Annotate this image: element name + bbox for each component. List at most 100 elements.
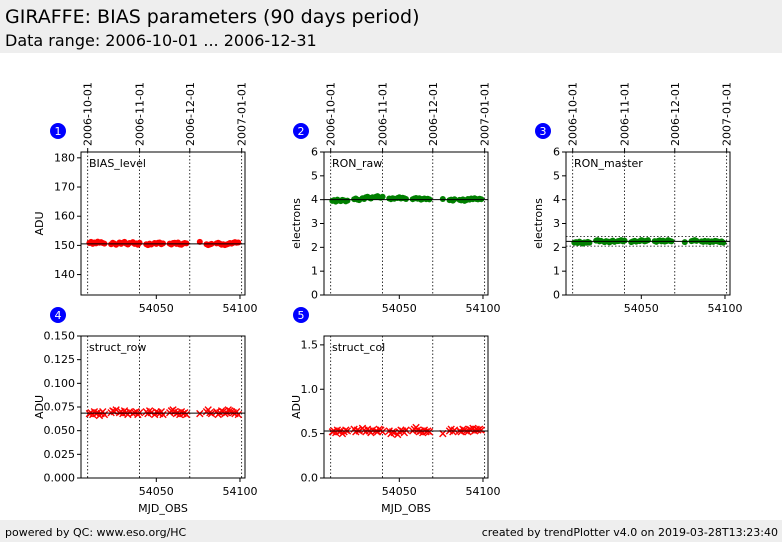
panel-1-point xyxy=(183,240,190,247)
panel-5-xlabel: MJD_OBS xyxy=(381,502,431,515)
panel-3-point xyxy=(645,237,651,244)
panel-1-ytick-label: 160 xyxy=(54,210,75,223)
panel-1-frame xyxy=(80,151,246,296)
report-title: GIRAFFE: BIAS parameters (90 days period… xyxy=(5,6,420,28)
panel-2-ytick-label: 6 xyxy=(311,146,318,159)
panel-4-ylabel: ADU xyxy=(33,395,46,419)
panel-5-point xyxy=(402,426,410,434)
panel-2-ylabel: electrons xyxy=(290,198,303,249)
panel-5-xtick-label: 54100 xyxy=(465,485,500,498)
data-range: Data range: 2006-10-01 ... 2006-12-31 xyxy=(5,31,317,50)
panel-4-ytick-label: 0.125 xyxy=(44,353,76,366)
panel-3-date-label: 2006-10-01 xyxy=(567,82,580,146)
panel-3-ytick-label: 1 xyxy=(553,265,560,278)
panel-4-ytick-label: 0.025 xyxy=(44,448,76,461)
panel-3-point xyxy=(621,237,628,244)
panel-2-xtick-label: 54050 xyxy=(382,302,417,315)
panel-2-ytick-label: 5 xyxy=(311,169,318,182)
panel-3-point xyxy=(720,239,727,246)
panel-3-date-label: 2006-11-01 xyxy=(619,82,632,146)
panel-1-ytick-label: 150 xyxy=(54,239,75,252)
panel-5-xtick-label: 54050 xyxy=(382,485,417,498)
panel-5-ytick-label: 1.5 xyxy=(301,338,319,351)
panel-5-ytick-label: 0.0 xyxy=(301,472,319,485)
panel-2-date-label: 2006-11-01 xyxy=(377,82,390,146)
panel-1-xtick-label: 54100 xyxy=(222,302,257,315)
panel-2-number-badge xyxy=(293,123,309,139)
panel-1-ytick-label: 140 xyxy=(54,268,75,281)
panel-3-ytick-label: 2 xyxy=(553,241,560,254)
panel-5-number-badge xyxy=(293,307,309,323)
panel-4-ytick-label: 0.075 xyxy=(44,401,76,414)
panel-4-xlabel: MJD_OBS xyxy=(138,502,188,515)
report-header: GIRAFFE: BIAS parameters (90 days period… xyxy=(0,0,782,53)
panel-3-ytick-label: 6 xyxy=(553,146,560,159)
panel-1-point xyxy=(235,239,242,246)
panel-2-xtick-label: 54100 xyxy=(465,302,500,315)
panel-5-ytick-label: 1.0 xyxy=(301,383,319,396)
panel-4-point xyxy=(159,410,167,419)
panel-1-point xyxy=(136,239,143,246)
panel-1-point xyxy=(160,240,166,247)
panel-1-date-label: 2006-11-01 xyxy=(134,82,147,146)
panel-4-point xyxy=(100,410,109,419)
panel-4-ytick-label: 0.000 xyxy=(44,472,76,485)
panel-3-frame xyxy=(565,151,731,296)
panel-3-ytick-label: 0 xyxy=(553,289,560,302)
panel-2-ytick-label: 0 xyxy=(311,289,318,302)
panel-1-date-label: 2006-10-01 xyxy=(82,82,95,146)
panel-5-point xyxy=(477,426,486,434)
panel-2-point xyxy=(379,193,386,200)
panel-3-ylabel: electrons xyxy=(532,198,545,249)
panel-2-point xyxy=(344,197,351,204)
panel-2-ytick-label: 4 xyxy=(311,193,318,206)
panel-2-number-badge-label: 2 xyxy=(298,125,305,138)
panel-5-point xyxy=(425,428,434,436)
panel-1-ylabel: ADU xyxy=(33,211,46,235)
panel-5-label: struct_col xyxy=(332,341,385,354)
panel-2-date-label: 2006-12-01 xyxy=(427,82,440,146)
panel-4-ytick-label: 0.100 xyxy=(44,377,76,390)
footer-powered-by: powered by QC: www.eso.org/HC xyxy=(5,526,187,539)
panel-2-ytick-label: 3 xyxy=(311,217,318,230)
panel-4-ytick-label: 0.150 xyxy=(44,330,76,343)
panel-2-ytick-label: 2 xyxy=(311,241,318,254)
panel-3-ytick-label: 5 xyxy=(553,169,560,182)
panel-5-frame xyxy=(323,335,489,479)
panel-2-date-label: 2006-10-01 xyxy=(325,82,338,146)
report-footer: powered by QC: www.eso.org/HC created by… xyxy=(0,520,782,542)
panel-5-ylabel: ADU xyxy=(290,395,303,419)
panel-2-label: RON_raw xyxy=(332,157,382,170)
panel-3-xtick-label: 54050 xyxy=(624,302,659,315)
panel-1-number-badge-label: 1 xyxy=(55,125,62,138)
panel-3-label: RON_master xyxy=(574,157,643,170)
panel-3-date-label: 2006-12-01 xyxy=(669,82,682,146)
panel-4-xtick-label: 54050 xyxy=(139,485,174,498)
panel-5-ytick-label: 0.5 xyxy=(301,427,319,440)
panel-4-point xyxy=(234,410,243,419)
panel-3-xtick-label: 54100 xyxy=(707,302,742,315)
panel-5-point xyxy=(378,428,387,436)
panel-1-ytick-label: 170 xyxy=(54,181,75,194)
panel-4-label: struct_row xyxy=(89,341,146,354)
panel-3-point xyxy=(586,239,593,246)
panel-1-point xyxy=(196,238,203,245)
panel-2-frame xyxy=(323,151,489,296)
panel-1-label: BIAS_level xyxy=(89,157,146,170)
panel-3-ytick-label: 4 xyxy=(553,193,560,206)
panel-2-point xyxy=(439,195,446,202)
panel-4-xtick-label: 54100 xyxy=(222,485,257,498)
panel-1-ytick-label: 180 xyxy=(54,151,75,164)
panel-3-number-badge-label: 3 xyxy=(540,125,547,138)
panel-4-number-badge-label: 4 xyxy=(55,309,62,322)
panel-4-frame xyxy=(80,335,246,479)
panel-1-date-label: 2007-01-01 xyxy=(236,82,249,146)
panel-1-xtick-label: 54050 xyxy=(139,302,174,315)
panel-1-number-badge xyxy=(50,123,66,139)
panel-2-date-label: 2007-01-01 xyxy=(479,82,492,146)
panel-3-ytick-label: 3 xyxy=(553,217,560,230)
panel-5-number-badge-label: 5 xyxy=(298,309,305,322)
panel-1-date-label: 2006-12-01 xyxy=(184,82,197,146)
panel-5-point xyxy=(439,429,447,438)
panel-3-number-badge xyxy=(535,123,551,139)
